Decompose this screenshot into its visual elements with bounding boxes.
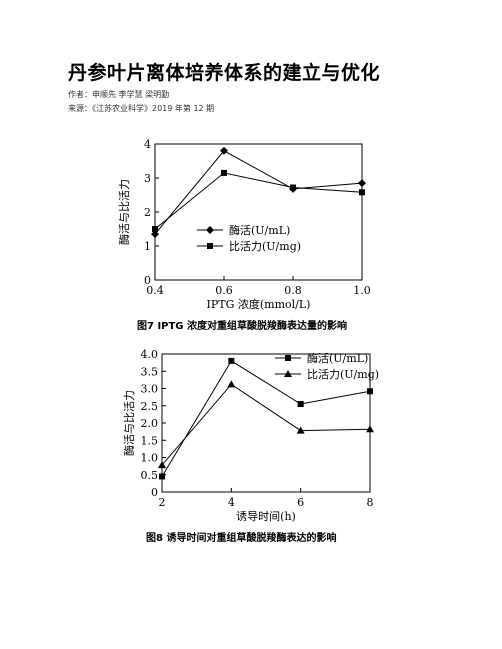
legend-label-1: 酶活(U/mL) — [307, 352, 368, 365]
y-tick-label: 1.5 — [141, 434, 159, 447]
data-point-series-2 — [296, 426, 305, 434]
data-point-series-2 — [152, 226, 158, 232]
x-tick-label: 2 — [159, 496, 166, 509]
x-tick-label: 0.6 — [215, 284, 233, 297]
x-axis-label: IPTG 浓度(mmol/L) — [207, 297, 311, 311]
legend-marker-1 — [285, 355, 291, 361]
legend-label-2: 比活力(U/mg) — [307, 368, 379, 381]
x-tick-label: 0.8 — [284, 284, 302, 297]
data-point-series-2 — [227, 380, 236, 388]
figure-7-chart: 0 1 2 3 4 0.4 0.6 0.8 1.0 IPTG 浓度(mmol/L) 酶活与比活力酶活… — [118, 138, 371, 311]
y-tick-label: 3 — [144, 172, 151, 185]
y-tick-label: 2.0 — [141, 417, 159, 430]
y-tick-label: 4 — [144, 138, 151, 151]
y-tick-label: 2 — [144, 206, 151, 219]
data-point-series-1 — [220, 146, 228, 155]
y-tick-label: 3.0 — [141, 383, 159, 396]
figure-8-caption: 图8 诱导时间对重组草酸脱羧酶表达的影响 — [146, 533, 337, 544]
y-tick-label: 1 — [144, 240, 151, 253]
series-line-1 — [154, 150, 363, 235]
x-tick-label: 4 — [228, 496, 235, 509]
data-point-series-1 — [151, 230, 159, 239]
data-point-series-1 — [297, 401, 304, 408]
authors-line: 作者：申顺先 李学慧 梁明勤 — [68, 90, 170, 99]
data-point-series-2 — [221, 169, 227, 176]
data-point-series-1 — [159, 473, 165, 480]
article-title: 丹参叶片离体培养体系的建立与优化 — [68, 62, 381, 84]
data-point-series-1 — [358, 179, 366, 188]
legend-marker-2 — [284, 370, 292, 377]
x-tick-label: 1.0 — [353, 284, 371, 297]
data-point-series-2 — [158, 461, 166, 469]
data-point-series-2 — [366, 425, 374, 433]
legend-marker-1 — [206, 226, 214, 234]
plot-frame — [154, 143, 363, 281]
y-axis-label: 酶活与比活力 — [118, 179, 131, 245]
figure-8-chart: 0 0.5 1.0 1.5 2.0 2.5 3.0 3.5 4.0 2 4 6 8 诱导时间(h) 酶活与比… — [123, 348, 379, 523]
x-tick-label: 6 — [297, 496, 304, 509]
y-axis-label: 酶活与比活力 — [123, 390, 136, 456]
legend-marker-2 — [207, 243, 213, 249]
legend-label-1: 酶活(U/mL) — [229, 224, 290, 237]
y-tick-label: 4.0 — [141, 348, 159, 361]
series-line-2 — [161, 383, 371, 466]
data-point-series-1 — [367, 388, 373, 395]
x-axis-label: 诱导时间(h) — [236, 510, 296, 523]
series-line-2 — [154, 172, 363, 230]
series-line-1 — [161, 360, 371, 477]
data-point-series-2 — [359, 189, 365, 196]
figure-7-caption: 图7 IPTG 浓度对重组草酸脱羧酶表达量的影响 — [137, 321, 347, 332]
data-point-series-1 — [228, 357, 235, 364]
legend-label-2: 比活力(U/mg) — [229, 240, 301, 253]
source-line: 来源：《江苏农业科学》2019 年第 12 期 — [68, 104, 215, 113]
data-point-series-2 — [290, 184, 296, 191]
x-tick-label: 0.4 — [146, 284, 164, 297]
y-tick-label: 0 — [151, 486, 158, 499]
y-tick-label: 0.5 — [141, 469, 159, 482]
y-tick-label: 2.5 — [141, 400, 159, 413]
y-tick-label: 1.0 — [141, 452, 159, 465]
x-tick-label: 8 — [367, 496, 374, 509]
y-tick-label: 0 — [144, 274, 151, 287]
y-tick-label: 3.5 — [141, 365, 159, 378]
